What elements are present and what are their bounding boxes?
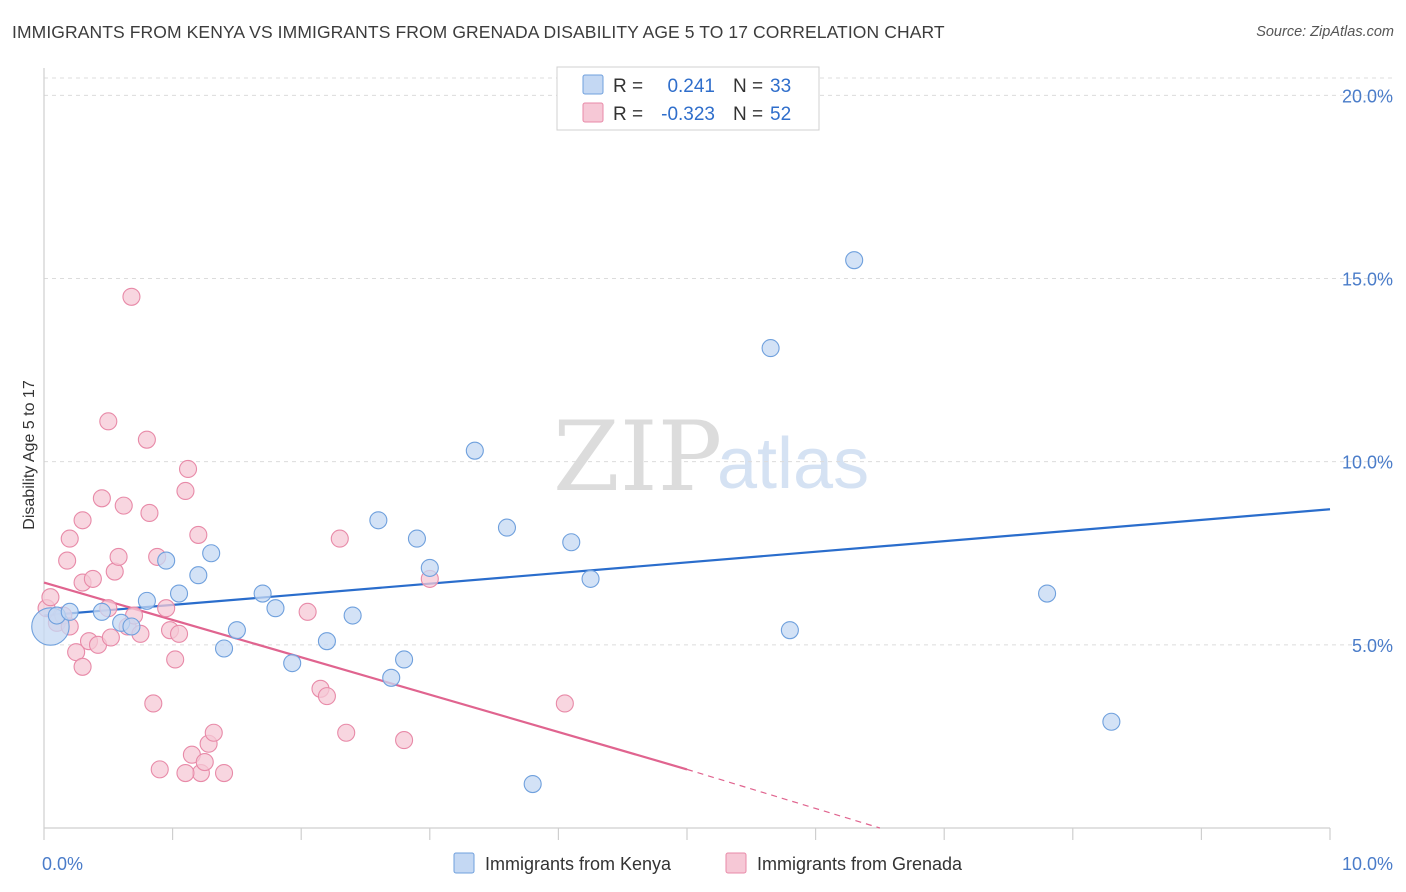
kenya-point — [369, 511, 388, 530]
kenya-point — [845, 251, 864, 270]
kenya-point — [92, 602, 111, 621]
kenya-point — [227, 621, 246, 640]
kenya-point — [317, 632, 336, 651]
grenada-point — [41, 588, 60, 607]
grenada-point — [214, 763, 234, 783]
kenya-point — [189, 566, 208, 585]
kenya-point — [169, 584, 189, 603]
legend-r-label-kenya: R = — [613, 76, 643, 97]
kenya-point — [122, 617, 141, 636]
grenada-point — [101, 628, 120, 647]
trend-lines — [43, 508, 1331, 829]
legend-swatch-grenada — [582, 102, 604, 123]
x-tick-label-min: 0.0% — [42, 854, 83, 874]
grenada-point — [140, 503, 159, 522]
grenada-point — [337, 723, 356, 742]
grenada-point — [92, 489, 111, 508]
grenada-point — [555, 694, 574, 713]
legend-n-value-grenada: 52 — [770, 104, 791, 125]
grenada-point — [169, 624, 189, 643]
x-tick-label-max: 10.0% — [1342, 854, 1393, 874]
grenada-point — [176, 763, 195, 783]
grenada-point — [137, 430, 156, 449]
source-credit: Source: ZipAtlas.com — [1256, 24, 1394, 40]
legend-n-value-kenya: 33 — [770, 76, 791, 97]
kenya-point — [761, 339, 780, 358]
kenya-point — [137, 591, 156, 610]
y-tick-labels: 5.0% 10.0% 15.0% 20.0% — [1342, 86, 1393, 656]
watermark-zip: ZIP — [553, 401, 722, 513]
kenya-point — [283, 654, 302, 673]
grenada-point — [195, 753, 214, 772]
legend-n-label-kenya: N = — [733, 76, 763, 97]
grenada-point — [114, 496, 133, 515]
grenada-point — [144, 694, 163, 713]
grenada-point — [176, 481, 195, 501]
chart-title: IMMIGRANTS FROM KENYA VS IMMIGRANTS FROM… — [12, 22, 945, 42]
grenada-point — [330, 529, 349, 548]
kenya-point — [581, 569, 600, 588]
bottom-legend-swatch-grenada — [725, 852, 747, 874]
grenada-point — [395, 731, 414, 750]
watermark-atlas: atlas — [717, 424, 869, 504]
grenada-point — [58, 551, 77, 570]
grenada-trend-line — [43, 581, 688, 771]
legend-r-value-grenada: -0.323 — [661, 104, 715, 125]
kenya-point — [562, 533, 581, 552]
y-tick-label: 5.0% — [1352, 636, 1393, 656]
correlation-legend: R = 0.241 N = 33 R = -0.323 N = 52 — [556, 66, 820, 131]
legend-swatch-kenya — [582, 74, 604, 95]
y-tick-label: 10.0% — [1342, 453, 1393, 473]
data-points — [31, 251, 1121, 794]
grenada-point — [178, 459, 198, 479]
kenya-point — [780, 621, 799, 640]
grenada-point — [157, 599, 176, 618]
grenada-point — [317, 687, 336, 706]
kenya-point — [60, 602, 79, 621]
kenya-point — [202, 544, 221, 563]
kenya-point — [1038, 584, 1057, 603]
grenada-point — [204, 723, 223, 742]
grenada-point — [109, 547, 128, 566]
bottom-legend-label-grenada: Immigrants from Grenada — [757, 854, 963, 874]
grenada-point — [73, 511, 92, 530]
kenya-point — [266, 599, 285, 618]
grenada-point — [122, 287, 141, 306]
kenya-trend-line — [43, 508, 1331, 617]
axes — [43, 68, 1331, 840]
kenya-point — [214, 639, 234, 658]
grenada-point — [166, 650, 185, 669]
grenada-point — [189, 525, 208, 544]
grenada-point — [73, 657, 92, 676]
grenada-point — [99, 412, 118, 431]
legend-r-label-grenada: R = — [613, 104, 643, 125]
kenya-point — [523, 774, 542, 794]
kenya-point — [253, 584, 272, 603]
kenya-point — [395, 650, 414, 669]
kenya-point — [465, 441, 484, 460]
kenya-point — [382, 668, 401, 687]
kenya-point — [343, 606, 362, 625]
kenya-point — [1102, 712, 1121, 731]
grenada-point — [60, 529, 79, 548]
bottom-legend-label-kenya: Immigrants from Kenya — [485, 854, 672, 874]
grenada-point — [150, 760, 169, 779]
y-tick-label: 15.0% — [1342, 269, 1393, 289]
kenya-point — [497, 518, 517, 537]
legend-n-label-grenada: N = — [733, 104, 763, 125]
y-tick-label: 20.0% — [1342, 86, 1393, 106]
kenya-point — [157, 551, 176, 570]
kenya-point — [420, 558, 439, 577]
legend-r-value-kenya: 0.241 — [667, 76, 715, 97]
series-legend: Immigrants from Kenya Immigrants from Gr… — [453, 852, 963, 874]
grenada-point — [298, 602, 317, 621]
kenya-point — [407, 529, 426, 548]
grenada-point — [83, 569, 102, 588]
grenada-trend-extension — [686, 768, 881, 829]
bottom-legend-swatch-kenya — [453, 852, 475, 874]
y-axis-label: Disability Age 5 to 17 — [21, 380, 38, 530]
